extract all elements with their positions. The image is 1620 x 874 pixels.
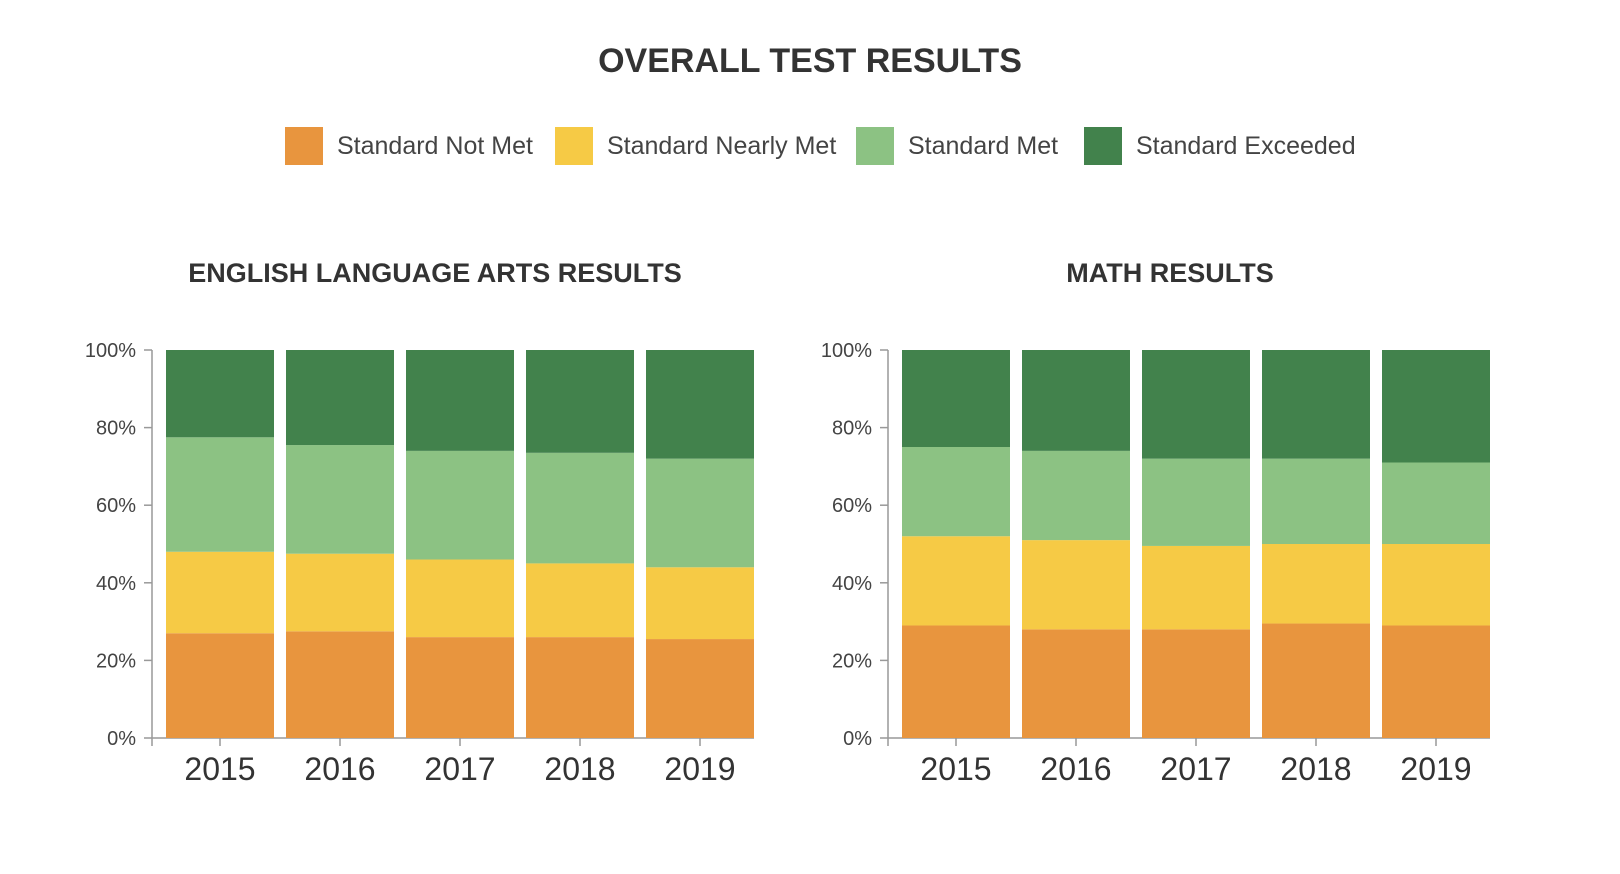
- math-bar-segment: [902, 447, 1010, 537]
- ela-bar-segment: [166, 350, 274, 438]
- ela-bar-segment: [526, 637, 634, 738]
- ela-bar-segment: [406, 559, 514, 638]
- legend-item-exceeded: Standard Exceeded: [1084, 126, 1356, 166]
- legend-swatch-not-met: [285, 127, 323, 165]
- legend-label-met: Standard Met: [908, 131, 1059, 160]
- math-y-tick-label: 0%: [843, 728, 872, 750]
- ela-bar-segment: [526, 452, 634, 564]
- ela-y-tick-label: 20%: [96, 650, 136, 672]
- math-bar-segment: [1382, 462, 1490, 544]
- ela-chart: 0% 20% 40% 60% 80% 100% 2015 2016 2017 2018 2019: [85, 340, 754, 787]
- ela-bar-segment: [646, 350, 754, 459]
- math-bar-segment: [1022, 450, 1130, 541]
- ela-bar-segment: [526, 350, 634, 453]
- math-bar-segment: [1022, 350, 1130, 451]
- ela-x-tick-label: 2015: [184, 751, 255, 787]
- math-bar-segment: [1382, 625, 1490, 738]
- ela-bar-segment: [286, 350, 394, 446]
- legend-label-nearly-met: Standard Nearly Met: [607, 131, 837, 160]
- ela-bar-segment: [406, 637, 514, 738]
- ela-y-tick-label: 0%: [107, 728, 136, 750]
- page-title: OVERALL TEST RESULTS: [598, 42, 1022, 80]
- math-bar-segment: [1022, 629, 1130, 738]
- math-y-tick-label: 60%: [832, 495, 872, 517]
- math-chart: 0% 20% 40% 60% 80% 100% 2015 2016 2017 2018 2019: [821, 340, 1490, 787]
- ela-chart-title: ENGLISH LANGUAGE ARTS RESULTS: [188, 258, 682, 288]
- legend-item-not-met: Standard Not Met: [285, 126, 533, 166]
- ela-y-tick-label: 80%: [96, 418, 136, 440]
- math-bar-segment: [902, 536, 1010, 626]
- math-bar-segment: [1142, 350, 1250, 459]
- ela-bar-segment: [406, 350, 514, 451]
- math-bar-segment: [1262, 623, 1370, 738]
- math-bar-segment: [1142, 458, 1250, 546]
- ela-bar-segment: [406, 450, 514, 560]
- math-y-tick-label: 100%: [821, 340, 872, 362]
- math-x-tick-label: 2017: [1160, 751, 1231, 787]
- math-x-tick-label: 2016: [1040, 751, 1111, 787]
- math-bar-segment: [1022, 540, 1130, 630]
- math-bar-segment: [902, 625, 1010, 738]
- ela-bar-segment: [646, 458, 754, 568]
- ela-bar-segment: [286, 553, 394, 632]
- legend-swatch-nearly-met: [555, 127, 593, 165]
- ela-bar-segment: [286, 631, 394, 738]
- legend-label-exceeded: Standard Exceeded: [1136, 131, 1356, 160]
- math-bar-segment: [1142, 629, 1250, 738]
- math-bar-segment: [1262, 350, 1370, 459]
- math-bar-segment: [1382, 350, 1490, 463]
- math-bar-segment: [1382, 544, 1490, 626]
- legend-item-met: Standard Met: [856, 126, 1058, 166]
- math-chart-title: MATH RESULTS: [1066, 258, 1274, 288]
- math-bar-segment: [1142, 545, 1250, 630]
- math-x-tick-label: 2015: [920, 751, 991, 787]
- legend-swatch-met: [856, 127, 894, 165]
- ela-bar-segment: [646, 639, 754, 738]
- legend: Standard Not Met Standard Nearly Met Sta…: [0, 126, 1620, 166]
- ela-x-tick-label: 2018: [544, 751, 615, 787]
- legend-label-not-met: Standard Not Met: [337, 131, 533, 160]
- math-bar-segment: [1262, 544, 1370, 624]
- math-x-tick-label: 2018: [1280, 751, 1351, 787]
- legend-swatch-exceeded: [1084, 127, 1122, 165]
- ela-y-tick-label: 40%: [96, 573, 136, 595]
- math-y-tick-label: 20%: [832, 650, 872, 672]
- ela-bar-segment: [526, 563, 634, 638]
- legend-item-nearly-met: Standard Nearly Met: [555, 126, 836, 166]
- math-y-tick-label: 80%: [832, 418, 872, 440]
- ela-x-tick-label: 2016: [304, 751, 375, 787]
- ela-bar-segment: [166, 633, 274, 738]
- ela-x-tick-label: 2017: [424, 751, 495, 787]
- ela-bar-segment: [646, 567, 754, 640]
- math-x-tick-label: 2019: [1400, 751, 1471, 787]
- math-bar-segment: [902, 350, 1010, 447]
- ela-y-tick-label: 60%: [96, 495, 136, 517]
- ela-bar-segment: [166, 551, 274, 634]
- ela-bar-segment: [166, 437, 274, 552]
- ela-bar-segment: [286, 445, 394, 554]
- ela-y-tick-label: 100%: [85, 340, 136, 362]
- math-y-tick-label: 40%: [832, 573, 872, 595]
- math-bar-segment: [1262, 458, 1370, 544]
- ela-x-tick-label: 2019: [664, 751, 735, 787]
